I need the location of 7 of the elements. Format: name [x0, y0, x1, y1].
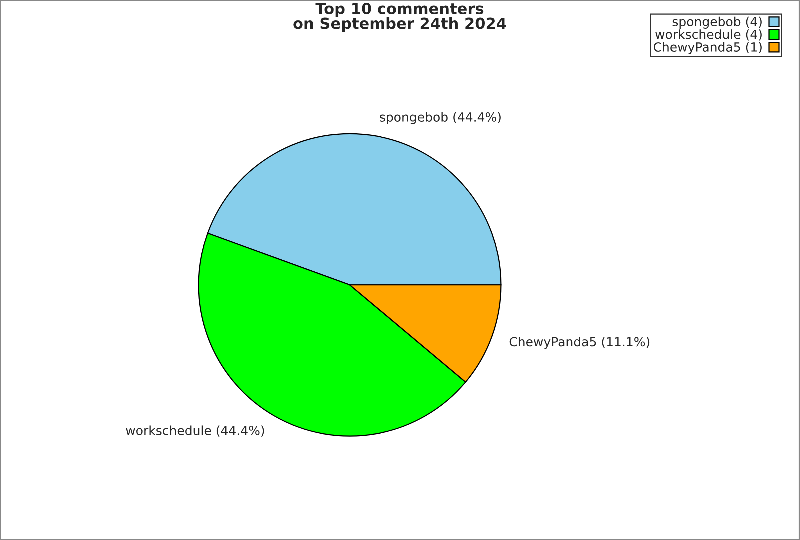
data-label: workschedule (44.4%)	[126, 426, 264, 437]
legend-label: workschedule (4)	[656, 30, 762, 41]
data-label: ChewyPanda5 (11.1%)	[510, 336, 650, 350]
data-label: spongebob (44.4%)	[380, 112, 501, 124]
chart-title: Top 10 commenters on September 24th 2024	[294, 2, 506, 32]
legend-label: ChewyPanda5 (1)	[654, 42, 762, 54]
legend-label: spongebob (4)	[672, 16, 762, 29]
